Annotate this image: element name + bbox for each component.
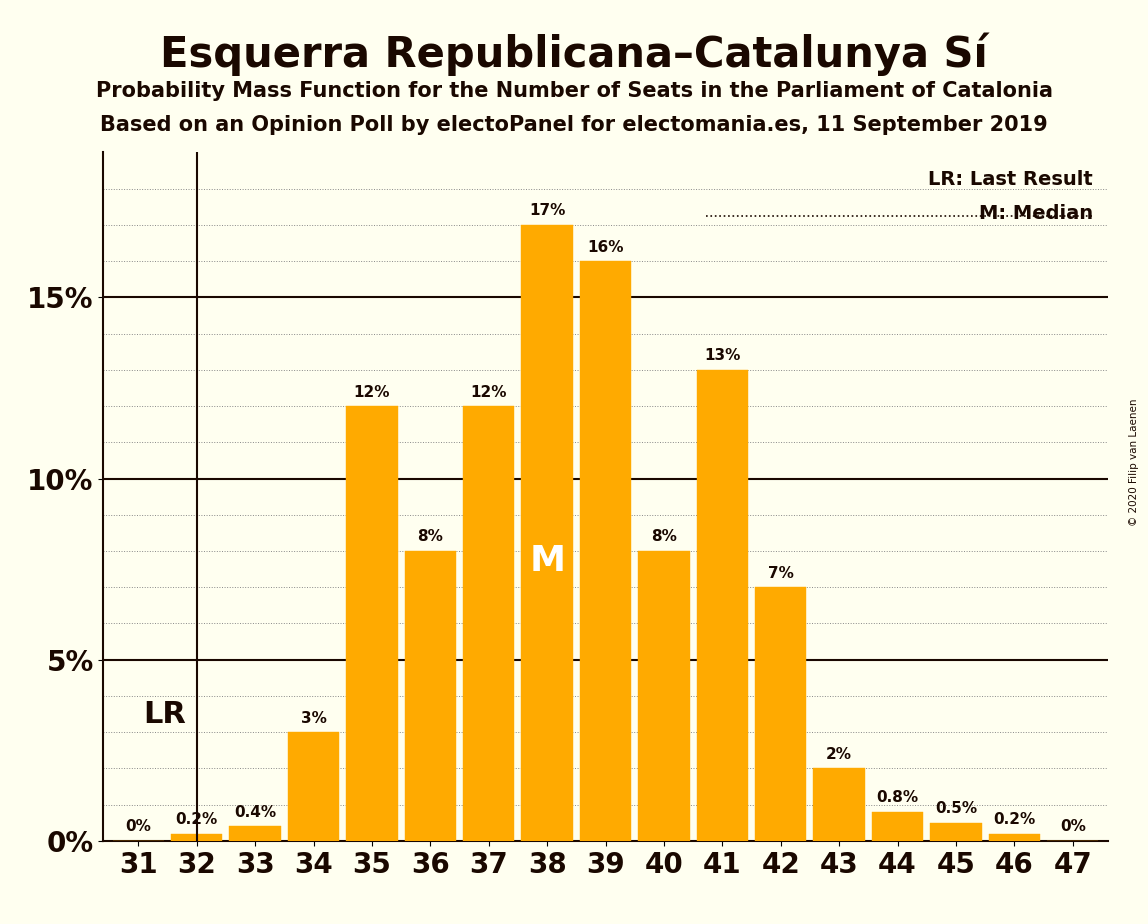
Text: 0.2%: 0.2%: [993, 812, 1035, 827]
Bar: [871, 812, 923, 841]
Text: 7%: 7%: [768, 565, 793, 580]
Text: 2%: 2%: [827, 747, 852, 762]
Bar: [988, 833, 1040, 841]
Text: © 2020 Filip van Laenen: © 2020 Filip van Laenen: [1128, 398, 1139, 526]
Text: 8%: 8%: [418, 529, 443, 544]
Bar: [755, 588, 806, 841]
Bar: [580, 261, 631, 841]
Bar: [814, 769, 864, 841]
Text: 3%: 3%: [301, 711, 326, 725]
Text: 0.2%: 0.2%: [176, 812, 218, 827]
Text: 12%: 12%: [471, 384, 507, 399]
Text: Esquerra Republicana–Catalunya Sí: Esquerra Republicana–Catalunya Sí: [160, 32, 988, 76]
Text: M: Median: M: Median: [978, 204, 1093, 223]
Text: 0.5%: 0.5%: [934, 801, 977, 816]
Bar: [638, 551, 690, 841]
Text: LR: LR: [144, 699, 186, 728]
Bar: [697, 370, 748, 841]
Text: 16%: 16%: [588, 239, 623, 255]
Bar: [930, 822, 982, 841]
Text: LR: Last Result: LR: Last Result: [928, 170, 1093, 188]
Text: 0%: 0%: [1060, 820, 1086, 834]
Text: 0%: 0%: [125, 820, 152, 834]
Bar: [463, 406, 514, 841]
Text: Probability Mass Function for the Number of Seats in the Parliament of Catalonia: Probability Mass Function for the Number…: [95, 81, 1053, 102]
Bar: [171, 833, 223, 841]
Text: 12%: 12%: [354, 384, 390, 399]
Text: Based on an Opinion Poll by electoPanel for electomania.es, 11 September 2019: Based on an Opinion Poll by electoPanel …: [100, 115, 1048, 135]
Text: M: M: [529, 544, 565, 578]
Bar: [288, 732, 340, 841]
Text: 8%: 8%: [651, 529, 677, 544]
Text: 0.4%: 0.4%: [234, 805, 277, 820]
Bar: [347, 406, 397, 841]
Bar: [405, 551, 456, 841]
Text: 17%: 17%: [529, 203, 565, 218]
Text: 13%: 13%: [704, 348, 740, 363]
Bar: [521, 225, 573, 841]
Bar: [230, 826, 281, 841]
Text: 0.8%: 0.8%: [877, 790, 918, 806]
